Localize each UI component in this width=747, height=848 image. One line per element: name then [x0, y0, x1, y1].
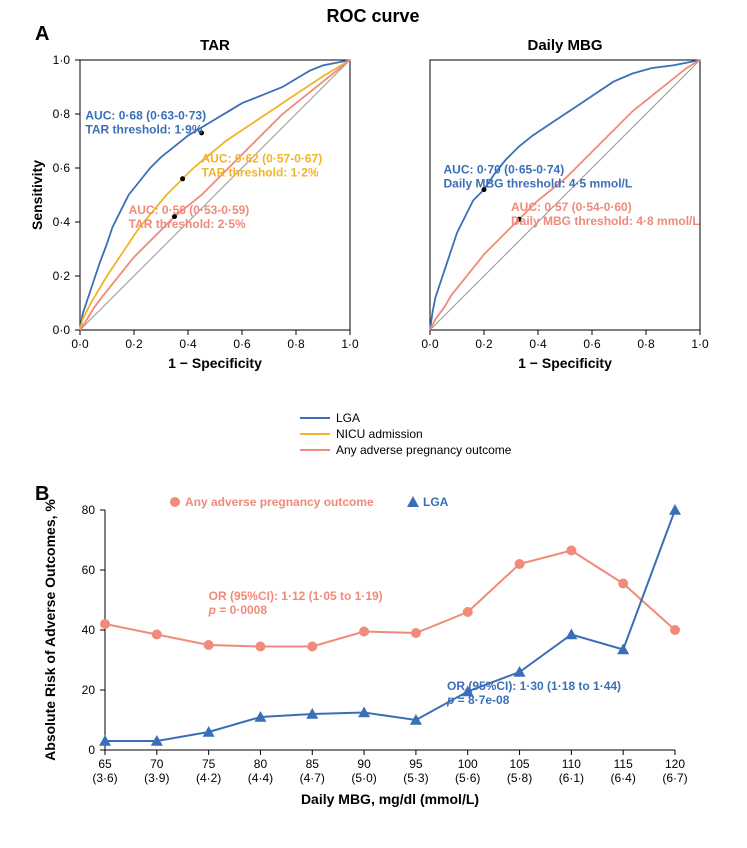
svg-text:105: 105: [510, 757, 530, 771]
risk-point: [255, 642, 265, 652]
svg-text:(4·7): (4·7): [300, 771, 325, 785]
roc-annotation: Daily MBG threshold: 4·5 mmol/L: [444, 176, 633, 190]
svg-text:(5·0): (5·0): [351, 771, 376, 785]
risk-annotation: OR (95%CI): 1·12 (1·05 to 1·19): [209, 589, 383, 603]
risk-annotation: p = 0·0008: [208, 603, 268, 617]
svg-text:0·6: 0·6: [53, 161, 71, 175]
svg-text:0·0: 0·0: [71, 337, 89, 351]
svg-text:0·2: 0·2: [475, 337, 493, 351]
risk-line-any: [105, 551, 675, 647]
svg-text:(4·4): (4·4): [248, 771, 273, 785]
subplot-title: Daily MBG: [527, 37, 602, 54]
risk-point: [618, 579, 628, 589]
svg-text:20: 20: [82, 683, 96, 697]
svg-text:(4·2): (4·2): [196, 771, 221, 785]
risk-point: [411, 628, 421, 638]
risk-point: [670, 625, 680, 635]
risk-point: [100, 619, 110, 629]
svg-text:40: 40: [82, 623, 96, 637]
svg-text:(5·8): (5·8): [507, 771, 532, 785]
svg-text:0·4: 0·4: [529, 337, 547, 351]
panel-b-legend-label: Any adverse pregnancy outcome: [185, 495, 374, 509]
svg-text:(3·9): (3·9): [144, 771, 169, 785]
svg-text:0·0: 0·0: [421, 337, 439, 351]
svg-text:0·6: 0·6: [583, 337, 601, 351]
svg-text:100: 100: [458, 757, 478, 771]
svg-text:(6·1): (6·1): [559, 771, 584, 785]
roc-annotation: AUC: 0·62 (0·57-0·67): [202, 152, 323, 166]
svg-text:(6·4): (6·4): [611, 771, 636, 785]
svg-text:115: 115: [614, 757, 633, 771]
svg-text:85: 85: [306, 757, 320, 771]
panel-a-legend: LGA NICU admission Any adverse pregnancy o…: [300, 411, 512, 457]
risk-point: [463, 607, 473, 617]
svg-text:0·8: 0·8: [53, 107, 71, 121]
svg-text:Sensitivity: Sensitivity: [29, 160, 45, 230]
svg-text:60: 60: [82, 563, 96, 577]
roc-annotation: AUC: 0·70 (0·65-0·74): [444, 162, 565, 176]
main-title: ROC curve: [326, 6, 419, 26]
svg-text:75: 75: [202, 757, 216, 771]
roc-annotation: AUC: 0·57 (0·54-0·60): [511, 200, 632, 214]
roc-annotation: AUC: 0·68 (0·63-0·73): [85, 108, 206, 122]
svg-text:1·0: 1·0: [341, 337, 359, 351]
legend-label: Any adverse pregnancy outcome: [336, 443, 512, 457]
svg-text:0·8: 0·8: [287, 337, 305, 351]
risk-line-lga: [105, 510, 675, 741]
svg-text:80: 80: [254, 757, 268, 771]
panel-b-xlabel: Daily MBG, mg/dl (mmol/L): [301, 791, 479, 807]
panel-b-ylabel: Absolute Risk of Adverse Outcomes, %: [42, 499, 58, 761]
roc-annotation: TAR threshold: 2·5%: [129, 217, 246, 231]
svg-text:0·8: 0·8: [637, 337, 655, 351]
risk-point: [359, 627, 369, 637]
svg-text:65: 65: [98, 757, 112, 771]
roc-annotation: TAR threshold: 1·2%: [202, 166, 319, 180]
panel-b-legend-label: LGA: [423, 495, 449, 509]
panel-a-label: A: [35, 23, 49, 45]
svg-text:120: 120: [665, 757, 685, 771]
panel-b: 02040608065(3·6)70(3·9)75(4·2)80(4·4)85(…: [42, 495, 688, 807]
svg-text:1·0: 1·0: [53, 53, 71, 67]
svg-text:0·4: 0·4: [53, 215, 71, 229]
legend-label: LGA: [336, 411, 360, 425]
roc-annotation: TAR threshold: 1·9%: [85, 122, 202, 136]
svg-text:(5·3): (5·3): [403, 771, 428, 785]
svg-text:0: 0: [88, 743, 95, 757]
svg-text:1 − Specificity: 1 − Specificity: [168, 355, 262, 371]
svg-text:(3·6): (3·6): [92, 771, 117, 785]
svg-text:(6·7): (6·7): [662, 771, 687, 785]
risk-annotation: p = 8·7e-08: [446, 693, 510, 707]
svg-text:80: 80: [82, 503, 96, 517]
svg-text:1 − Specificity: 1 − Specificity: [518, 355, 612, 371]
risk-point: [566, 546, 576, 556]
legend-label: NICU admission: [336, 427, 423, 441]
roc-annotation: Daily MBG threshold: 4·8 mmol/L: [511, 214, 700, 228]
panel-a: TAR0·00·00·20·20·40·40·60·60·80·81·01·01…: [29, 37, 709, 371]
risk-annotation: OR (95%CI): 1·30 (1·18 to 1·44): [447, 679, 621, 693]
svg-text:95: 95: [409, 757, 423, 771]
svg-text:0·2: 0·2: [125, 337, 143, 351]
svg-text:90: 90: [357, 757, 371, 771]
svg-text:0·0: 0·0: [53, 323, 71, 337]
risk-point: [515, 559, 525, 569]
figure: ROC curveATAR0·00·00·20·20·40·40·60·60·8…: [0, 0, 747, 843]
svg-text:1·0: 1·0: [691, 337, 709, 351]
roc-annotation: AUC: 0·56 (0·53-0·59): [129, 203, 250, 217]
svg-text:110: 110: [562, 757, 581, 771]
svg-text:(5·6): (5·6): [455, 771, 480, 785]
risk-point: [204, 640, 214, 650]
risk-point: [152, 630, 162, 640]
svg-text:0·4: 0·4: [179, 337, 197, 351]
svg-text:0·2: 0·2: [53, 269, 71, 283]
subplot-title: TAR: [200, 37, 230, 54]
svg-text:0·6: 0·6: [233, 337, 251, 351]
svg-text:70: 70: [150, 757, 164, 771]
risk-point: [307, 642, 317, 652]
